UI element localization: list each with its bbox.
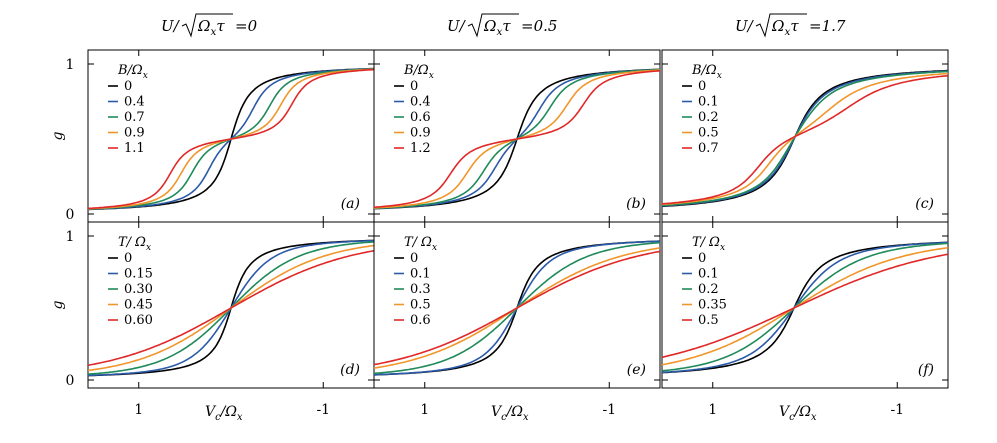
column-title: U/Ωx​τ =1.7 bbox=[735, 13, 846, 38]
panel-f: 1 -1 T/ Ωx​00.10.20.350.5 (f) bbox=[661, 221, 949, 418]
legend-label: 0.3 bbox=[410, 282, 431, 297]
legend-label: 0.6 bbox=[410, 313, 431, 328]
series-line-5 bbox=[87, 249, 375, 367]
legend-label: 0.4 bbox=[124, 95, 145, 110]
legend-label: 0 bbox=[124, 251, 132, 266]
column-title: U/Ωx​τ =0.5 bbox=[447, 13, 557, 38]
x-tick-label: 1 bbox=[134, 402, 143, 418]
legend-label: 0.6 bbox=[410, 110, 431, 125]
legend-label: 0.2 bbox=[698, 282, 719, 297]
panel-e: 1 -1 T/ Ωx​00.10.30.50.6 (e) bbox=[373, 221, 661, 418]
series-line-4 bbox=[661, 72, 949, 206]
series-line-5 bbox=[373, 250, 661, 366]
legend-label: 0.5 bbox=[698, 126, 719, 141]
x-tick-label: 1 bbox=[708, 402, 717, 418]
legend-title: B/Ωx​ bbox=[403, 63, 434, 81]
panel-c: B/Ωx​00.10.20.50.7 (c) bbox=[661, 49, 949, 223]
svg-text:=1.7: =1.7 bbox=[809, 17, 846, 35]
panel-frame bbox=[373, 221, 661, 389]
radical-sign bbox=[755, 13, 807, 38]
panel-tag: (f) bbox=[918, 362, 934, 378]
x-tick-label: -1 bbox=[316, 402, 330, 418]
legend-label: 1.1 bbox=[124, 141, 145, 156]
panel-b: B/Ωx​00.40.60.91.2 (b) bbox=[373, 49, 661, 223]
column-title: U/Ωx​τ =0 bbox=[161, 13, 258, 38]
svg-text:Ωx​τ: Ωx​τ bbox=[197, 17, 225, 38]
svg-text:=0.5: =0.5 bbox=[521, 17, 557, 35]
legend-label: 0.35 bbox=[698, 298, 727, 313]
y-tick-label: 1 bbox=[66, 229, 75, 245]
svg-text:U/: U/ bbox=[735, 17, 755, 35]
radical-sign bbox=[467, 13, 519, 38]
x-tick-label: -1 bbox=[602, 402, 616, 418]
svg-text:Ωx​τ: Ωx​τ bbox=[771, 17, 799, 38]
legend-label: 0.7 bbox=[124, 110, 145, 125]
legend-label: 0.4 bbox=[410, 95, 431, 110]
legend-label: 0 bbox=[698, 251, 706, 266]
legend-title: T/ Ωx​ bbox=[692, 235, 725, 253]
series-line-5 bbox=[87, 68, 375, 210]
legend-label: 0.1 bbox=[698, 267, 719, 282]
panel-tag: (d) bbox=[340, 362, 360, 378]
legend-label: 0 bbox=[698, 79, 706, 94]
panel-a: 01B/Ωx​00.40.70.91.1(a) bbox=[66, 49, 375, 223]
legend-title: B/Ωx​ bbox=[691, 63, 722, 81]
legend-label: 0.1 bbox=[698, 95, 719, 110]
legend-label: 0.15 bbox=[124, 267, 153, 282]
panel-frame bbox=[661, 221, 949, 389]
legend-title: T/ Ωx​ bbox=[404, 235, 437, 253]
svg-text:=0: =0 bbox=[235, 17, 258, 35]
legend-label: 0.5 bbox=[410, 298, 431, 313]
legend-title: B/Ωx​ bbox=[117, 63, 148, 81]
y-tick-label: 0 bbox=[66, 373, 75, 389]
panel-tag: (a) bbox=[341, 196, 360, 212]
y-axis-label: g bbox=[50, 300, 66, 309]
legend-label: 0.9 bbox=[124, 126, 145, 141]
legend-title: T/ Ωx​ bbox=[118, 235, 151, 253]
legend-label: 0.2 bbox=[698, 110, 719, 125]
x-axis-label: Vc​/Ωx​ bbox=[491, 404, 529, 423]
x-tick-label: -1 bbox=[890, 402, 904, 418]
series-line-5 bbox=[661, 253, 949, 359]
y-axis-label: g bbox=[50, 131, 66, 140]
x-axis-label: Vc​/Ωx​ bbox=[205, 404, 243, 423]
legend-label: 0.60 bbox=[124, 313, 153, 328]
legend-label: 0.1 bbox=[410, 267, 431, 282]
legend-label: 0 bbox=[410, 251, 418, 266]
panel-d: 011-1T/ Ωx​00.150.300.450.60(d) bbox=[66, 221, 375, 418]
legend-label: 0.7 bbox=[698, 141, 719, 156]
panel-tag: (b) bbox=[626, 196, 646, 212]
series-line-2 bbox=[661, 241, 949, 374]
y-tick-label: 0 bbox=[66, 207, 75, 223]
svg-text:U/: U/ bbox=[447, 17, 467, 35]
series-line-4 bbox=[661, 246, 949, 366]
legend-label: 1.2 bbox=[410, 141, 431, 156]
series-line-5 bbox=[373, 70, 661, 208]
svg-text:U/: U/ bbox=[161, 17, 181, 35]
y-tick-label: 1 bbox=[66, 57, 75, 73]
svg-text:Ωx​τ: Ωx​τ bbox=[483, 17, 511, 38]
radical-sign bbox=[181, 13, 233, 38]
legend-label: 0.45 bbox=[124, 298, 153, 313]
legend-label: 0 bbox=[410, 79, 418, 94]
series-line-3 bbox=[661, 242, 949, 372]
x-axis-label: Vc​/Ωx​ bbox=[779, 404, 817, 423]
legend-label: 0.5 bbox=[698, 313, 719, 328]
legend-label: 0 bbox=[124, 79, 132, 94]
legend-label: 0.30 bbox=[124, 282, 153, 297]
series-line-3 bbox=[661, 70, 949, 207]
x-tick-label: 1 bbox=[420, 402, 429, 418]
panel-tag: (e) bbox=[627, 362, 646, 378]
series-line-5 bbox=[661, 74, 949, 205]
legend-label: 0.9 bbox=[410, 126, 431, 141]
panel-tag: (c) bbox=[915, 196, 934, 212]
